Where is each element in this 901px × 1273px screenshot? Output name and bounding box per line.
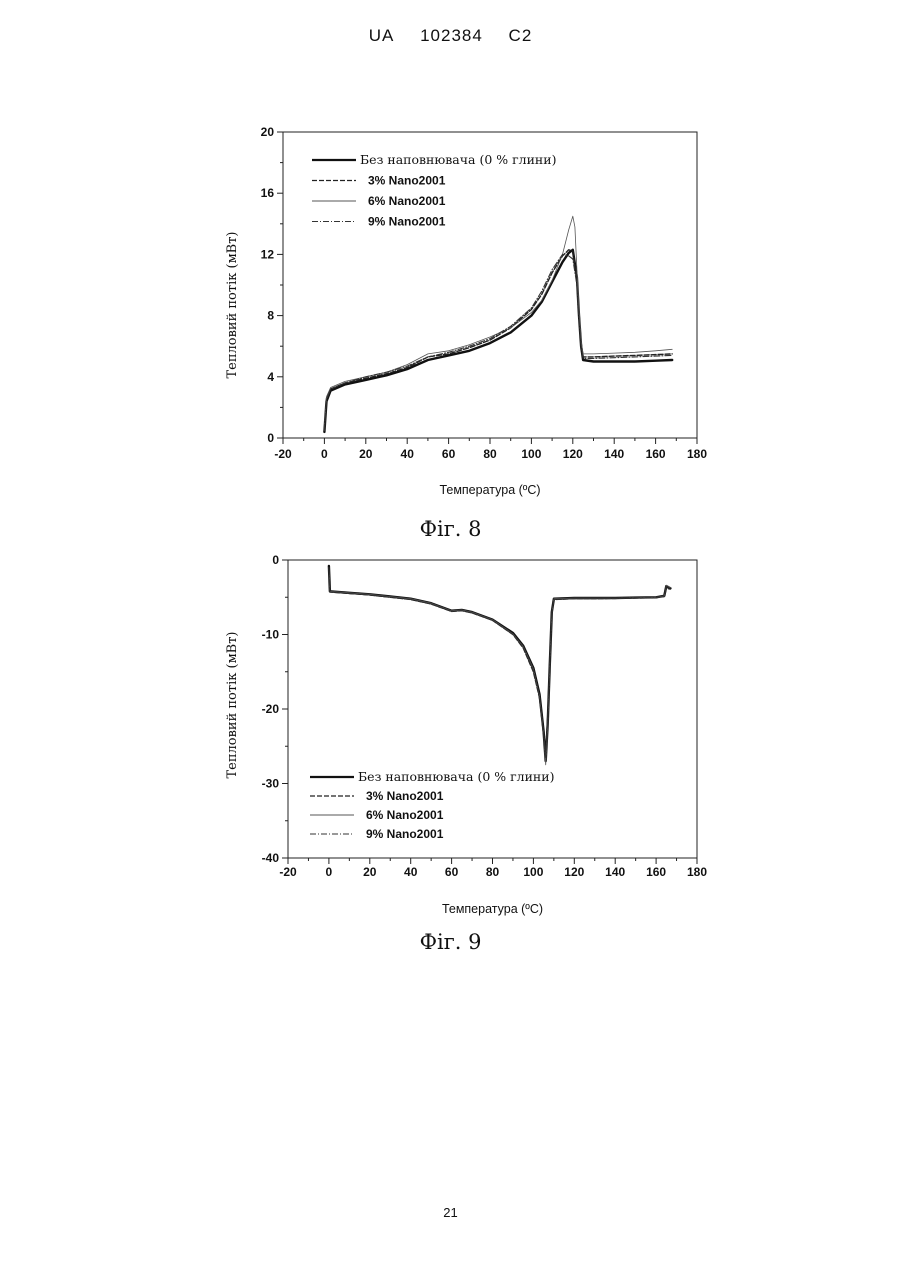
page-number: 21 [0,1205,901,1220]
x-tick-label: 160 [646,865,666,879]
legend-label: 9% Nano2001 [366,827,444,841]
x-tick-label: 80 [486,865,500,879]
x-tick-label: 0 [326,865,333,879]
legend-label: Без наповнювача (0 % глини) [358,769,554,784]
y-axis-title: Тепловий потік (мВт) [225,632,240,779]
y-tick-label: -10 [262,628,280,642]
y-tick-label: -20 [262,702,280,716]
chart-fig9: -40 -30 -20 -10 0 -20 0 20 40 60 80 100 120 140 160 180… [0,0,901,930]
x-tick-label: 140 [605,865,625,879]
x-tick-label: 100 [523,865,543,879]
x-tick-label: 20 [363,865,377,879]
plot-frame [288,560,697,858]
y-tick-label: -30 [262,777,280,791]
figure-caption-9: Фіг. 9 [0,930,901,954]
legend-label: 3% Nano2001 [366,789,444,803]
x-tick-label: 60 [445,865,459,879]
x-tick-label: 180 [687,865,707,879]
y-tick-label: -40 [262,851,280,865]
legend-label: 6% Nano2001 [366,808,444,822]
series-line [329,568,671,757]
x-axis-title: Температура (ºC) [442,902,543,916]
y-tick-label: 0 [272,553,279,567]
x-tick-label: 120 [564,865,584,879]
x-tick-label: -20 [279,865,297,879]
x-tick-label: 40 [404,865,418,879]
